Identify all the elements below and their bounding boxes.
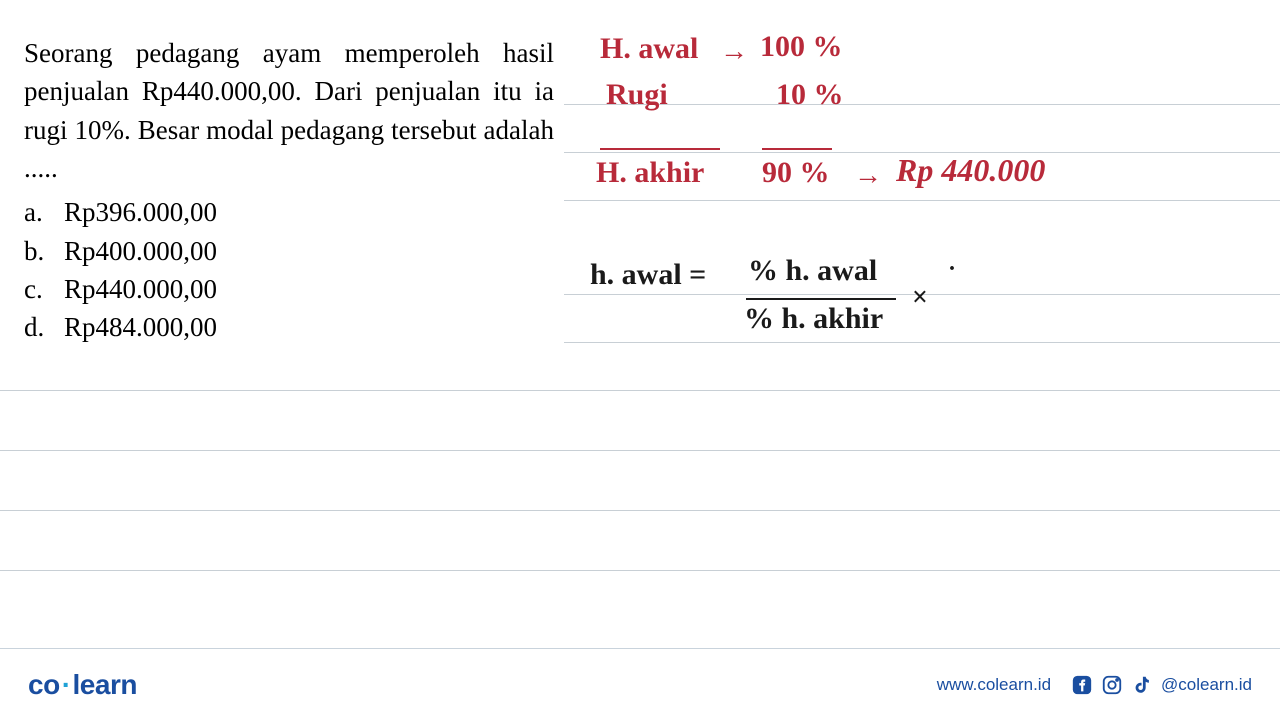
option-letter: a. — [24, 193, 52, 231]
option-letter: d. — [24, 308, 52, 346]
hw-hakhir-val: Rp 440.000 — [896, 152, 1045, 189]
hw-hawal-pct: 100 % — [760, 30, 843, 64]
option-value: Rp396.000,00 — [64, 193, 217, 231]
footer-handle: @colearn.id — [1161, 675, 1252, 695]
footer-url: www.colearn.id — [937, 675, 1051, 695]
ruled-line — [0, 390, 1280, 391]
hw-rugi-pct: 10 % — [776, 78, 844, 112]
tiktok-icon — [1131, 674, 1153, 696]
ruled-line — [0, 510, 1280, 511]
hw-formula-mult: × — [912, 282, 928, 314]
ruled-line — [0, 450, 1280, 451]
logo-co: co — [28, 669, 60, 700]
social-icons: @colearn.id — [1071, 674, 1252, 696]
hw-formula-denominator: % h. akhir — [744, 302, 883, 336]
logo-dot: · — [62, 669, 71, 700]
hw-hawal-label: H. awal — [600, 32, 698, 66]
option-a: a. Rp396.000,00 — [24, 193, 554, 231]
facebook-icon — [1071, 674, 1093, 696]
content-area: Seorang pedagang ayam memperoleh hasil p… — [0, 0, 1280, 640]
instagram-icon — [1101, 674, 1123, 696]
hw-formula-dot: · — [948, 256, 956, 283]
footer-right: www.colearn.id @colearn.id — [937, 674, 1252, 696]
hw-underline — [762, 148, 832, 150]
ruled-line — [564, 104, 1280, 105]
ruled-line — [0, 570, 1280, 571]
question-text: Seorang pedagang ayam memperoleh hasil p… — [24, 34, 554, 187]
option-letter: b. — [24, 232, 52, 270]
hw-underline — [600, 148, 720, 150]
logo: co·learn — [28, 669, 137, 701]
hw-arrow-icon: → — [720, 36, 748, 68]
hw-hakhir-label: H. akhir — [596, 156, 704, 190]
hw-rugi-label: Rugi — [606, 78, 668, 112]
option-value: Rp440.000,00 — [64, 270, 217, 308]
options-list: a. Rp396.000,00 b. Rp400.000,00 c. Rp440… — [24, 193, 554, 346]
hw-hakhir-pct: 90 % — [762, 156, 830, 190]
option-d: d. Rp484.000,00 — [24, 308, 554, 346]
option-b: b. Rp400.000,00 — [24, 232, 554, 270]
option-value: Rp400.000,00 — [64, 232, 217, 270]
footer: co·learn www.colearn.id @colearn.id — [0, 648, 1280, 720]
hw-arrow-icon: → — [854, 160, 882, 192]
ruled-line — [564, 200, 1280, 201]
logo-learn: learn — [73, 669, 137, 700]
question-block: Seorang pedagang ayam memperoleh hasil p… — [24, 34, 554, 347]
hw-formula-lhs: h. awal = — [590, 258, 706, 292]
option-letter: c. — [24, 270, 52, 308]
option-value: Rp484.000,00 — [64, 308, 217, 346]
option-c: c. Rp440.000,00 — [24, 270, 554, 308]
hw-fraction-line — [746, 298, 896, 300]
ruled-line — [564, 342, 1280, 343]
hw-formula-numerator: % h. awal — [748, 254, 877, 288]
